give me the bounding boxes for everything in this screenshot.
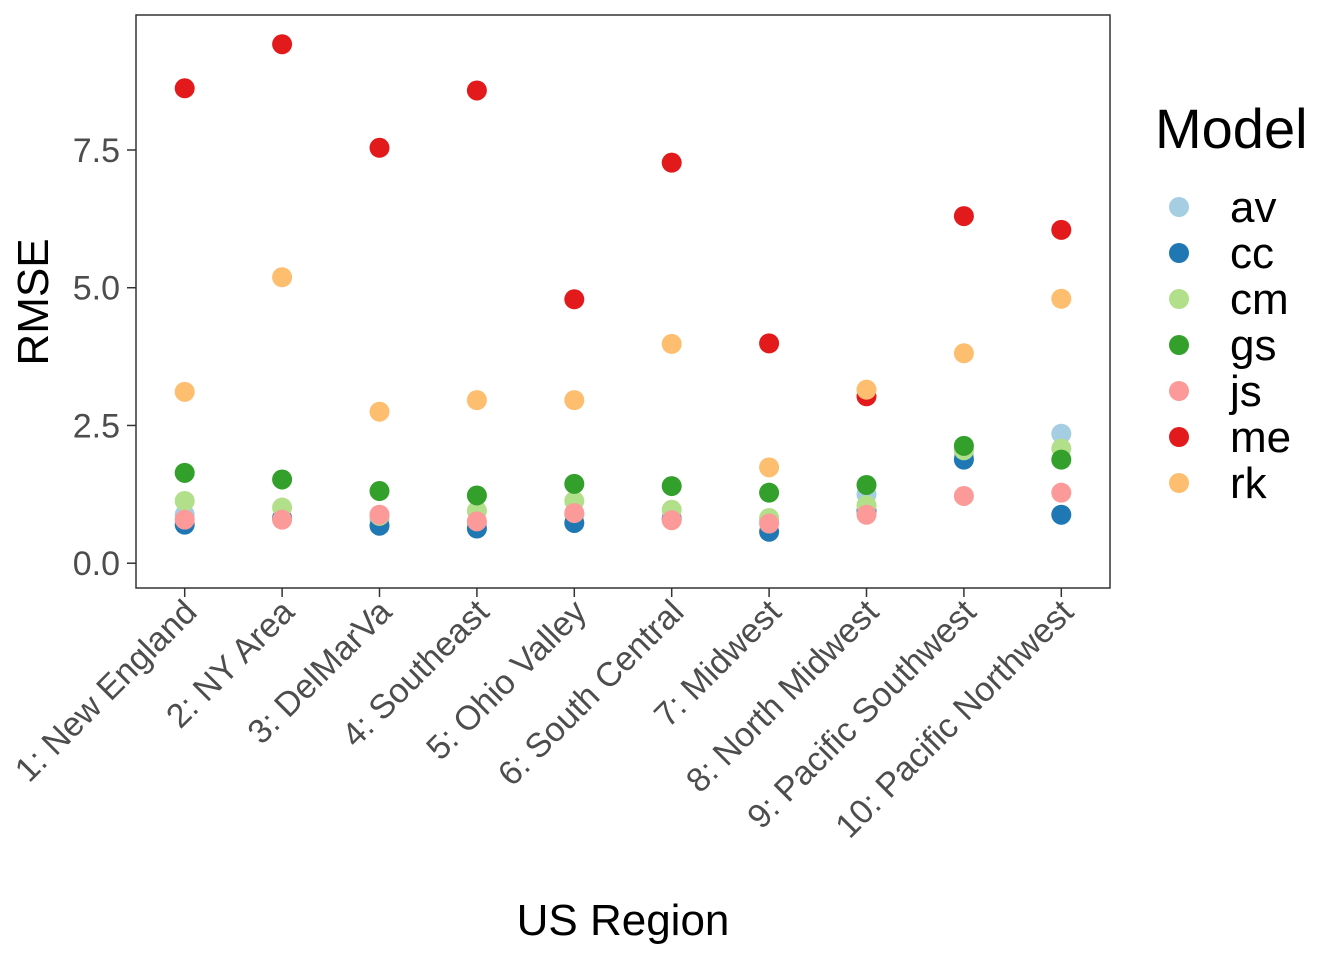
data-point-gs — [953, 435, 974, 456]
data-point-me — [564, 289, 585, 310]
data-point-rk — [953, 343, 974, 364]
data-point-gs — [466, 485, 487, 506]
data-point-gs — [369, 481, 390, 502]
data-point-rk — [1051, 288, 1072, 309]
data-point-rk — [856, 379, 877, 400]
legend-key-rk — [1169, 473, 1189, 493]
data-point-js — [369, 504, 390, 525]
data-point-rk — [272, 267, 293, 288]
data-point-js — [759, 513, 780, 534]
y-tick-label: 0.0 — [73, 545, 120, 583]
data-point-js — [953, 485, 974, 506]
plot-panel — [135, 14, 1111, 589]
data-point-gs — [856, 474, 877, 495]
x-tick-label: 1: New England — [8, 593, 205, 790]
data-point-me — [759, 333, 780, 354]
legend-label-rk: rk — [1230, 459, 1268, 508]
data-point-js — [564, 503, 585, 524]
legend-label-cc: cc — [1230, 229, 1274, 278]
data-point-rk — [174, 381, 195, 402]
legend-label-gs: gs — [1230, 321, 1276, 370]
data-point-gs — [174, 462, 195, 483]
y-tick-label: 7.5 — [73, 132, 120, 170]
data-point-js — [466, 511, 487, 532]
data-point-js — [1051, 482, 1072, 503]
legend-key-gs — [1169, 335, 1189, 355]
data-point-gs — [661, 476, 682, 497]
data-point-me — [174, 78, 195, 99]
legend-label-js: js — [1228, 367, 1262, 416]
data-point-av — [1051, 423, 1072, 444]
data-point-me — [369, 137, 390, 158]
data-point-js — [174, 509, 195, 530]
data-point-cm — [174, 490, 195, 511]
legend-key-me — [1169, 427, 1189, 447]
data-point-me — [953, 206, 974, 227]
x-axis-title: US Region — [517, 896, 730, 945]
data-point-me — [272, 34, 293, 55]
data-point-me — [466, 80, 487, 101]
legend-label-av: av — [1230, 183, 1276, 232]
data-point-gs — [1051, 449, 1072, 470]
data-point-js — [856, 504, 877, 525]
legend-label-me: me — [1230, 413, 1291, 462]
data-point-rk — [661, 333, 682, 354]
data-point-js — [661, 510, 682, 531]
y-tick-label: 2.5 — [73, 407, 120, 445]
data-point-gs — [564, 473, 585, 494]
legend-title: Model — [1155, 97, 1308, 160]
legend-key-cm — [1169, 289, 1189, 309]
data-point-me — [1051, 219, 1072, 240]
y-axis: 0.0 2.5 5.0 7.5 — [73, 132, 136, 583]
legend-key-av — [1169, 197, 1189, 217]
data-point-rk — [759, 457, 780, 478]
y-axis-title: RMSE — [9, 238, 58, 365]
data-point-gs — [272, 469, 293, 490]
data-point-me — [661, 152, 682, 173]
legend-key-js — [1169, 381, 1189, 401]
data-point-cc — [1051, 504, 1072, 525]
data-point-rk — [369, 401, 390, 422]
data-point-js — [272, 509, 293, 530]
data-point-rk — [466, 390, 487, 411]
data-point-gs — [759, 482, 780, 503]
data-point-rk — [564, 390, 585, 411]
legend-key-cc — [1169, 243, 1189, 263]
data-points — [174, 34, 1072, 542]
legend-label-cm: cm — [1230, 275, 1289, 324]
y-tick-label: 5.0 — [73, 270, 120, 308]
